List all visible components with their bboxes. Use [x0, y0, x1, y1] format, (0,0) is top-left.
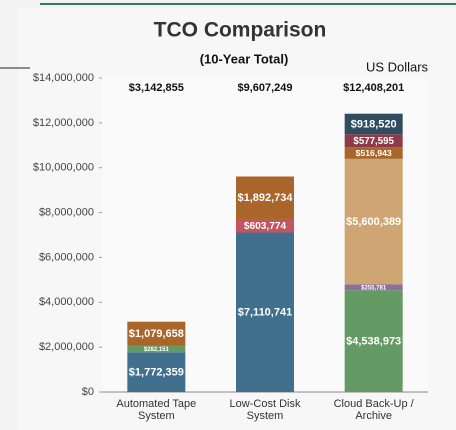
bar-segment: [344, 134, 403, 148]
x-tick-label-box: Automated Tape System: [116, 398, 197, 422]
bar-segment: [344, 147, 403, 159]
data-label: $4,538,973: [346, 336, 401, 348]
y-tick-label: $4,000,000: [39, 296, 94, 308]
total-label: $9,607,249: [237, 82, 292, 94]
data-label: $282,151: [144, 347, 170, 353]
chart-subtitle: (10-Year Total): [200, 51, 289, 66]
total-label: $3,142,855: [129, 82, 184, 94]
data-label: $516,943: [356, 148, 392, 158]
bar-segment: [344, 113, 403, 135]
data-label: $1,772,359: [129, 367, 184, 379]
chart-title: TCO Comparison: [154, 19, 327, 42]
y-tick-label: $12,000,000: [33, 117, 94, 129]
y-tick-label: $14,000,000: [33, 72, 94, 84]
x-tick-label: Automated Tape System: [116, 398, 197, 422]
data-label: $1,892,734: [237, 192, 293, 204]
data-label: $577,595: [353, 136, 394, 147]
y-tick-label: $8,000,000: [39, 206, 94, 218]
bar-segment: [344, 158, 403, 285]
data-label: $255,781: [361, 285, 387, 291]
bar-segment: [127, 321, 186, 346]
annotation: US Dollars: [366, 59, 429, 74]
data-label: $603,774: [244, 221, 287, 232]
bar-segment: [127, 352, 186, 392]
y-tick-label: $6,000,000: [39, 251, 94, 263]
y-tick-label: $10,000,000: [33, 162, 94, 174]
x-tick-label-box: Cloud Back-Up / Archive: [333, 398, 414, 422]
x-tick-label-box: Low-Cost Disk System: [229, 398, 301, 422]
data-label: $5,600,389: [346, 216, 401, 228]
x-tick-label: Cloud Back-Up / Archive: [333, 398, 414, 422]
bar-segment: [127, 345, 186, 353]
bar-segment: [236, 218, 294, 233]
x-tick-label: Low-Cost Disk System: [229, 398, 301, 422]
data-label: $7,110,741: [238, 307, 292, 319]
y-tick-label: $0: [82, 386, 94, 398]
bar-segment: [236, 232, 294, 392]
data-label: $1,079,658: [129, 328, 184, 340]
total-label: $12,408,201: [343, 82, 404, 94]
data-label: $918,520: [351, 118, 397, 130]
bar-segment: [344, 290, 403, 392]
bar-segment: [344, 284, 403, 291]
bar-segment: [236, 176, 294, 219]
y-tick-label: $2,000,000: [39, 341, 94, 353]
